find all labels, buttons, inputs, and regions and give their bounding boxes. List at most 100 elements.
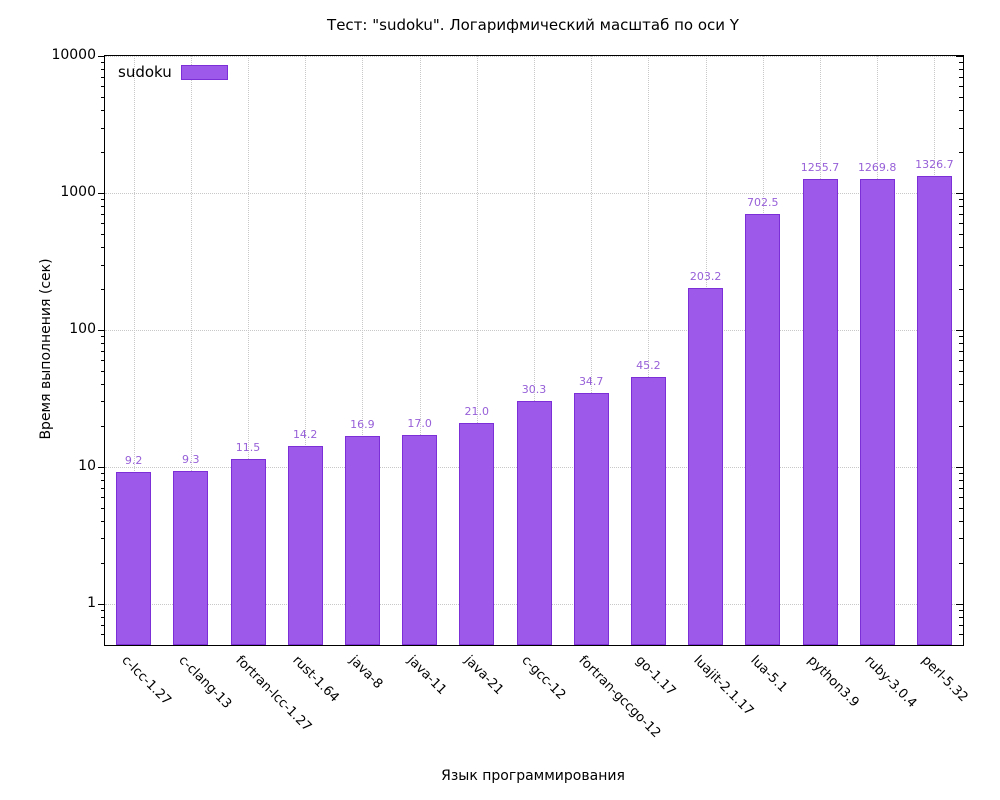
bar: [173, 471, 209, 645]
y-tick-mark-left: [101, 214, 105, 216]
y-tick-mark-right: [959, 86, 963, 88]
y-tick-mark-left: [98, 192, 105, 194]
bar-value-label: 30.3: [521, 382, 547, 396]
bar-value-label: 203.2: [689, 269, 722, 283]
y-tick-mark-right: [959, 223, 963, 225]
bar-value-label: 45.2: [636, 359, 661, 373]
y-tick-mark-right: [959, 234, 963, 236]
y-tick-mark-right: [956, 603, 963, 605]
gridline-vertical: [133, 56, 135, 645]
y-tick-mark-right: [959, 480, 963, 482]
y-tick-label: 10: [78, 457, 96, 474]
y-tick-mark-right: [956, 329, 963, 331]
y-tick-mark-right: [959, 497, 963, 499]
y-tick-mark-right: [959, 110, 963, 112]
y-tick-mark-right: [959, 199, 963, 201]
y-tick-mark-right: [959, 508, 963, 510]
y-tick-mark-left: [98, 329, 105, 331]
y-tick-mark-left: [101, 110, 105, 112]
bar: [573, 392, 609, 645]
gridline-vertical: [362, 56, 364, 645]
x-tick-label: java-8: [346, 653, 386, 693]
y-tick-mark-left: [101, 62, 105, 64]
y-tick-mark-right: [959, 371, 963, 373]
y-tick-mark-right: [956, 56, 963, 57]
y-tick-mark-right: [959, 336, 963, 338]
y-tick-mark-right: [959, 425, 963, 427]
y-tick-mark-right: [959, 343, 963, 345]
y-tick-mark-right: [959, 247, 963, 249]
bar: [459, 422, 495, 645]
x-tick-label: luajit-2.1.17: [689, 653, 756, 719]
y-tick-mark-left: [101, 562, 105, 564]
legend-label: sudoku: [118, 63, 172, 81]
gridline-vertical: [248, 56, 249, 645]
x-tick-label: lua-5.1: [747, 653, 790, 696]
bar-value-label: 14.2: [292, 427, 318, 441]
y-tick-mark-right: [956, 466, 963, 468]
y-tick-mark-left: [101, 264, 105, 266]
gridline-vertical: [419, 56, 421, 645]
y-tick-mark-left: [101, 497, 105, 499]
y-tick-mark-left: [101, 617, 105, 619]
y-tick-mark-right: [959, 151, 963, 153]
y-tick-mark-left: [101, 488, 105, 490]
y-axis-title: Время выполнения (сек): [38, 258, 54, 440]
x-tick-label: go-1.17: [632, 653, 679, 700]
y-tick-label: 100: [69, 320, 96, 337]
legend: sudoku: [118, 63, 228, 81]
y-tick-mark-right: [956, 192, 963, 194]
bar: [745, 213, 781, 645]
x-tick-label: c-clang-13: [175, 653, 235, 712]
x-tick-label: c-gcc-12: [518, 653, 569, 703]
y-tick-mark-right: [959, 97, 963, 99]
y-tick-label: 1: [87, 594, 96, 611]
y-tick-mark-left: [101, 336, 105, 338]
y-tick-mark-left: [101, 288, 105, 290]
y-tick-mark-left: [101, 521, 105, 523]
y-tick-label: 1000: [60, 183, 96, 200]
y-tick-mark-left: [98, 466, 105, 468]
bar: [344, 435, 380, 645]
y-tick-mark-left: [101, 384, 105, 386]
y-tick-mark-left: [101, 69, 105, 71]
y-tick-mark-left: [101, 634, 105, 636]
bar-value-label: 21.0: [464, 404, 490, 418]
y-tick-mark-left: [98, 56, 105, 57]
gridline-vertical: [190, 56, 192, 645]
x-tick-label: java-21: [461, 653, 507, 698]
bar-value-label: 17.0: [407, 417, 432, 431]
y-tick-mark-left: [101, 360, 105, 362]
bar: [287, 445, 323, 645]
y-tick-mark-right: [959, 617, 963, 619]
bar-value-label: 1269.8: [857, 160, 897, 174]
y-tick-mark-right: [959, 401, 963, 403]
y-tick-mark-left: [101, 247, 105, 249]
bar: [116, 471, 152, 645]
y-tick-mark-left: [101, 473, 105, 475]
bar-value-label: 1255.7: [800, 161, 840, 175]
y-tick-mark-right: [959, 69, 963, 71]
y-tick-mark-left: [101, 343, 105, 345]
gridline-vertical: [476, 56, 478, 645]
y-tick-label: 10000: [51, 47, 96, 63]
bar: [630, 377, 666, 645]
y-tick-mark-right: [959, 521, 963, 523]
y-tick-mark-left: [98, 603, 105, 605]
chart-title: Тест: "sudoku". Логарифмический масштаб …: [327, 16, 739, 34]
x-axis-title: Язык программирования: [441, 768, 625, 784]
x-tick-label: c-lcc-1.27: [117, 653, 174, 709]
bar: [916, 176, 952, 645]
y-tick-mark-left: [101, 77, 105, 79]
y-tick-mark-right: [959, 288, 963, 290]
gridline-vertical: [534, 56, 535, 645]
y-tick-mark-left: [101, 199, 105, 201]
plot-area: 9.2 9.3 11.5 14.2 16.9 17.0 21.0 30.3 34.7 45.2 20…: [98, 55, 964, 646]
bar: [859, 178, 895, 645]
bar: [688, 287, 724, 645]
gridline-vertical: [305, 56, 307, 645]
y-tick-mark-right: [959, 562, 963, 564]
bar: [516, 400, 552, 645]
bar: [802, 179, 838, 645]
